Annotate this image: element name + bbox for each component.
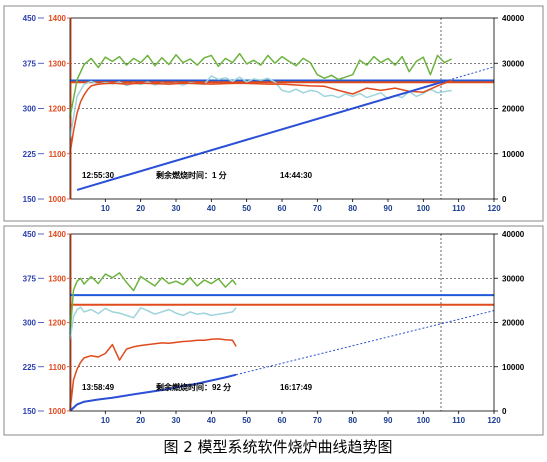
y-outer-tick-label: 225	[23, 363, 37, 372]
y-outer-tick-label: 450	[23, 230, 37, 239]
x-tick-label: 90	[384, 204, 393, 213]
y-right-tick-label: 0	[502, 407, 507, 416]
y-inner-tick-label: 1200	[48, 319, 66, 328]
figure-caption: 图 2 模型系统软件烧炉曲线趋势图	[163, 438, 392, 456]
x-tick-label: 40	[207, 204, 216, 213]
y-outer-tick-label: 150	[23, 195, 37, 204]
x-tick-label: 10	[101, 204, 110, 213]
y-right-tick-label: 30000	[502, 274, 525, 283]
y-outer-tick-label: 225	[23, 150, 37, 159]
x-tick-label: 120	[487, 416, 501, 425]
x-tick-label: 80	[348, 204, 357, 213]
y-right-tick-label: 10000	[502, 150, 525, 159]
x-tick-label: 30	[172, 416, 181, 425]
y-inner-tick-label: 1100	[49, 363, 67, 372]
x-tick-label: 90	[384, 416, 393, 425]
panel-background	[3, 5, 544, 222]
y-right-tick-label: 20000	[502, 105, 525, 114]
y-right-tick-label: 0	[502, 195, 507, 204]
series-line-4	[444, 66, 495, 82]
series-line-3	[69, 373, 237, 412]
x-tick-label: 110	[452, 204, 465, 213]
start-time-label: 13:58:49	[82, 383, 115, 392]
start-time-label: 12:55:30	[82, 171, 115, 180]
y-right-tick-label: 40000	[502, 230, 525, 239]
series-line-2	[69, 79, 452, 154]
x-tick-label: 20	[136, 204, 145, 213]
y-inner-tick-label: 1300	[48, 59, 66, 68]
x-tick-label: 100	[417, 204, 431, 213]
y-inner-tick-label: 1400	[48, 14, 66, 23]
y-inner-tick-label: 1000	[48, 407, 66, 416]
x-tick-label: 100	[417, 416, 431, 425]
end-time-label: 14:44:30	[280, 171, 313, 180]
y-right-tick-label: 20000	[502, 319, 525, 328]
panel-background	[3, 225, 544, 436]
y-right-tick-label: 30000	[502, 59, 525, 68]
y-inner-tick-label: 1300	[48, 274, 66, 283]
x-tick-label: 120	[487, 204, 501, 213]
y-outer-tick-label: 300	[23, 319, 37, 328]
series-line-1	[69, 306, 237, 341]
end-time-label: 16:17:49	[280, 383, 313, 392]
y-inner-tick-label: 1200	[48, 105, 66, 114]
y-outer-tick-label: 300	[23, 105, 37, 114]
chart-panel-top: 10 20 30 40 50 60 70 80 90 100 110 120 150 225 300 375 4…	[3, 5, 544, 222]
y-right-tick-label: 10000	[502, 363, 525, 372]
series-line-0	[69, 272, 237, 335]
x-tick-label: 20	[136, 416, 145, 425]
y-inner-tick-label: 1400	[48, 230, 66, 239]
series-line-4	[235, 310, 495, 376]
series-line-2	[69, 338, 237, 412]
y-right-tick-label: 40000	[502, 14, 525, 23]
x-tick-label: 80	[348, 416, 357, 425]
y-outer-tick-label: 375	[23, 59, 37, 68]
y-outer-tick-label: 375	[23, 274, 37, 283]
remaining-time-label: 剩余燃烧时间：1 分	[156, 170, 227, 180]
series-line-3	[76, 80, 445, 191]
remaining-time-label: 剩余燃烧时间：92 分	[156, 382, 231, 392]
x-tick-label: 60	[278, 204, 287, 213]
y-inner-tick-label: 1000	[48, 195, 66, 204]
x-tick-label: 70	[313, 416, 322, 425]
x-tick-label: 110	[452, 416, 465, 425]
x-tick-label: 60	[278, 416, 287, 425]
y-inner-tick-label: 1100	[49, 150, 67, 159]
y-outer-tick-label: 450	[23, 14, 37, 23]
series-line-0	[69, 52, 452, 118]
x-tick-label: 50	[242, 416, 251, 425]
x-tick-label: 30	[172, 204, 181, 213]
x-tick-label: 50	[242, 204, 251, 213]
x-tick-label: 40	[207, 416, 216, 425]
x-tick-label: 70	[313, 204, 322, 213]
x-tick-label: 10	[101, 416, 110, 425]
y-outer-tick-label: 150	[23, 407, 37, 416]
chart-panel-bottom: 10 20 30 40 50 60 70 80 90 100 110 120 150 225 300 375 4…	[3, 225, 544, 436]
